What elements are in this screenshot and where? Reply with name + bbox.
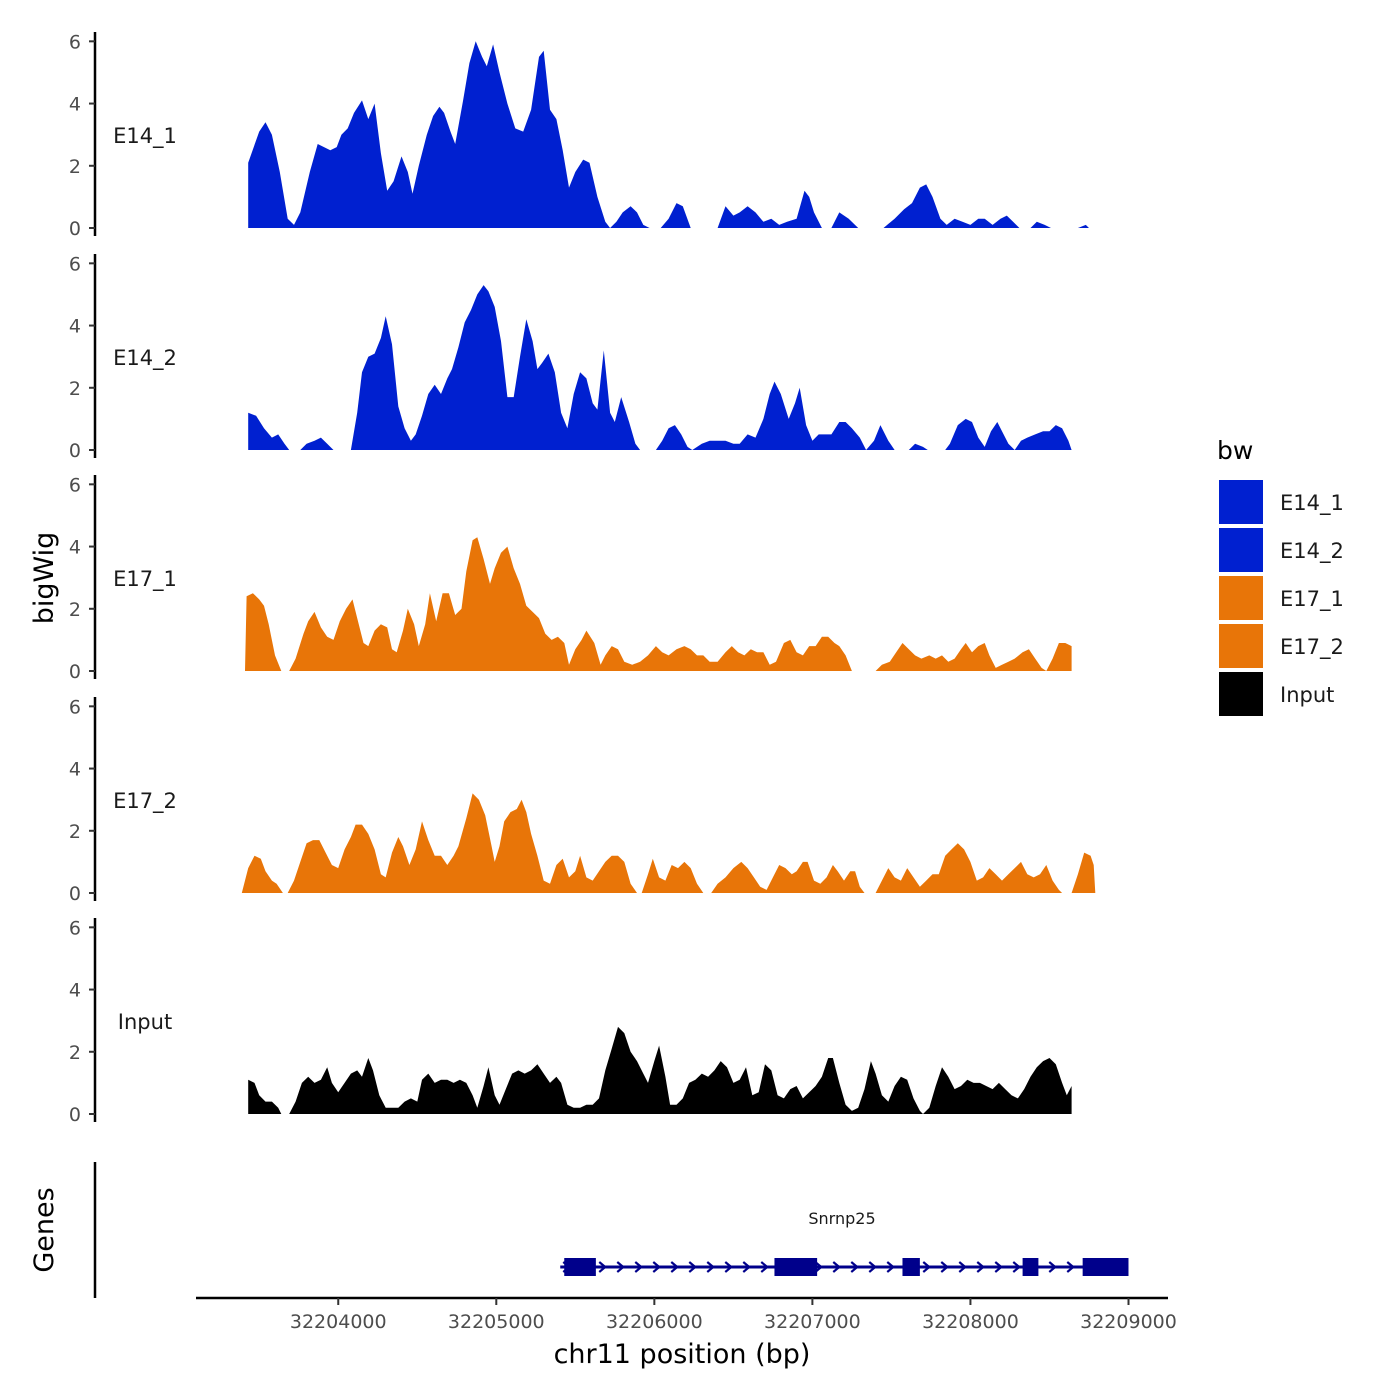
track-label: E14_1 [113,124,177,149]
genes-panel: Snrnp25 [93,1162,1129,1298]
y-axis-title: bigWig [29,532,60,625]
y-tick-label: 0 [69,440,81,462]
y-tick-label: 6 [69,31,81,53]
track-label: E14_2 [113,346,177,371]
y-tick-label: 6 [69,696,81,718]
strand-arrow [958,1261,967,1273]
track-e14-1: 0 2 4 6 E14_1 [69,31,1089,240]
y-tick-label: 4 [69,759,81,781]
y-tick-label: 4 [69,980,81,1002]
y-tick-label: 0 [69,883,81,905]
y-tick-label: 6 [69,917,81,939]
strand-arrow [598,1261,607,1273]
strand-arrow [940,1261,949,1273]
gene-exon [774,1258,818,1276]
track-label: E17_2 [113,789,177,814]
y-tick-label: 6 [69,253,81,275]
y-tick-label: 2 [69,378,81,400]
x-tick-label: 32208000 [922,1311,1019,1333]
signal-area-e14-1 [248,41,1089,228]
legend: bw E14_1 E14_2 E17_1 E17_2 Input [1217,436,1344,716]
y-tick-label: 0 [69,1104,81,1126]
strand-arrow [976,1261,985,1273]
legend-label-e17-1: E17_1 [1280,587,1344,612]
y-tick-label: 2 [69,156,81,178]
gene-exon [564,1258,596,1276]
x-axis: 32204000 32205000 32206000 32207000 32208000… [196,1296,1177,1333]
strand-arrow [850,1261,859,1273]
signal-tracks: 0 2 4 6 E14_1 0 2 4 6 E14_2 0 2 4 6 E17_1 0 2 4 6 E17_2 0 2 4 6… [69,31,1096,1126]
track-input: 0 2 4 6 Input [69,917,1072,1126]
strand-arrow [994,1261,1003,1273]
x-tick-label: 32205000 [448,1311,545,1333]
y-tick-label: 0 [69,218,81,240]
strand-arrow [760,1261,769,1273]
y-tick-label: 2 [69,1042,81,1064]
track-e17-2: 0 2 4 6 E17_2 [69,696,1096,905]
y-tick-label: 0 [69,661,81,683]
x-tick-label: 32207000 [764,1311,861,1333]
signal-area-e17-1 [245,537,1072,671]
strand-arrow [868,1261,877,1273]
y-tick-label: 4 [69,537,81,559]
strand-arrow [670,1261,679,1273]
strand-arrow [742,1261,751,1273]
signal-area-input [248,1026,1072,1114]
track-e17-1: 0 2 4 6 E17_1 [69,474,1072,683]
y-tick-label: 2 [69,821,81,843]
legend-label-e14-1: E14_1 [1280,491,1344,516]
track-e14-2: 0 2 4 6 E14_2 [69,253,1072,462]
legend-key-e17-1 [1219,576,1263,620]
signal-area-e14-2 [248,285,1072,450]
strand-arrow [1066,1261,1075,1273]
y-tick-label: 4 [69,94,81,116]
y-tick-label: 6 [69,474,81,496]
legend-key-e14-1 [1219,480,1263,524]
genes-axis-title: Genes [29,1187,60,1272]
legend-label-input: Input [1280,683,1334,707]
track-label: E17_1 [113,567,177,592]
x-tick-label: 32209000 [1080,1311,1177,1333]
x-axis-title: chr11 position (bp) [554,1339,811,1370]
track-label: Input [118,1010,172,1034]
y-tick-label: 4 [69,316,81,338]
legend-label-e14-2: E14_2 [1280,539,1344,564]
signal-area-e17-2 [241,793,1096,893]
strand-arrow [1048,1261,1057,1273]
legend-key-e14-2 [1219,528,1263,572]
gene-exon [902,1258,920,1276]
strand-arrow [706,1261,715,1273]
strand-arrow [616,1261,625,1273]
x-tick-label: 32206000 [606,1311,703,1333]
strand-arrow [688,1261,697,1273]
strand-arrow [634,1261,643,1273]
strand-arrow [832,1261,841,1273]
strand-arrow [814,1261,823,1273]
gene-name-label: Snrnp25 [808,1209,875,1228]
gene-exon [1022,1258,1039,1276]
legend-title: bw [1217,436,1253,465]
legend-key-input [1219,672,1263,716]
strand-arrow [922,1261,931,1273]
legend-label-e17-2: E17_2 [1280,635,1344,660]
strand-arrow [652,1261,661,1273]
strand-arrow [886,1261,895,1273]
legend-key-e17-2 [1219,624,1263,668]
y-tick-label: 2 [69,599,81,621]
gene-snrnp25: Snrnp25 [560,1209,1129,1276]
strand-arrow [724,1261,733,1273]
x-tick-label: 32204000 [290,1311,387,1333]
gene-exon [1082,1258,1129,1276]
strand-arrow [1012,1261,1021,1273]
